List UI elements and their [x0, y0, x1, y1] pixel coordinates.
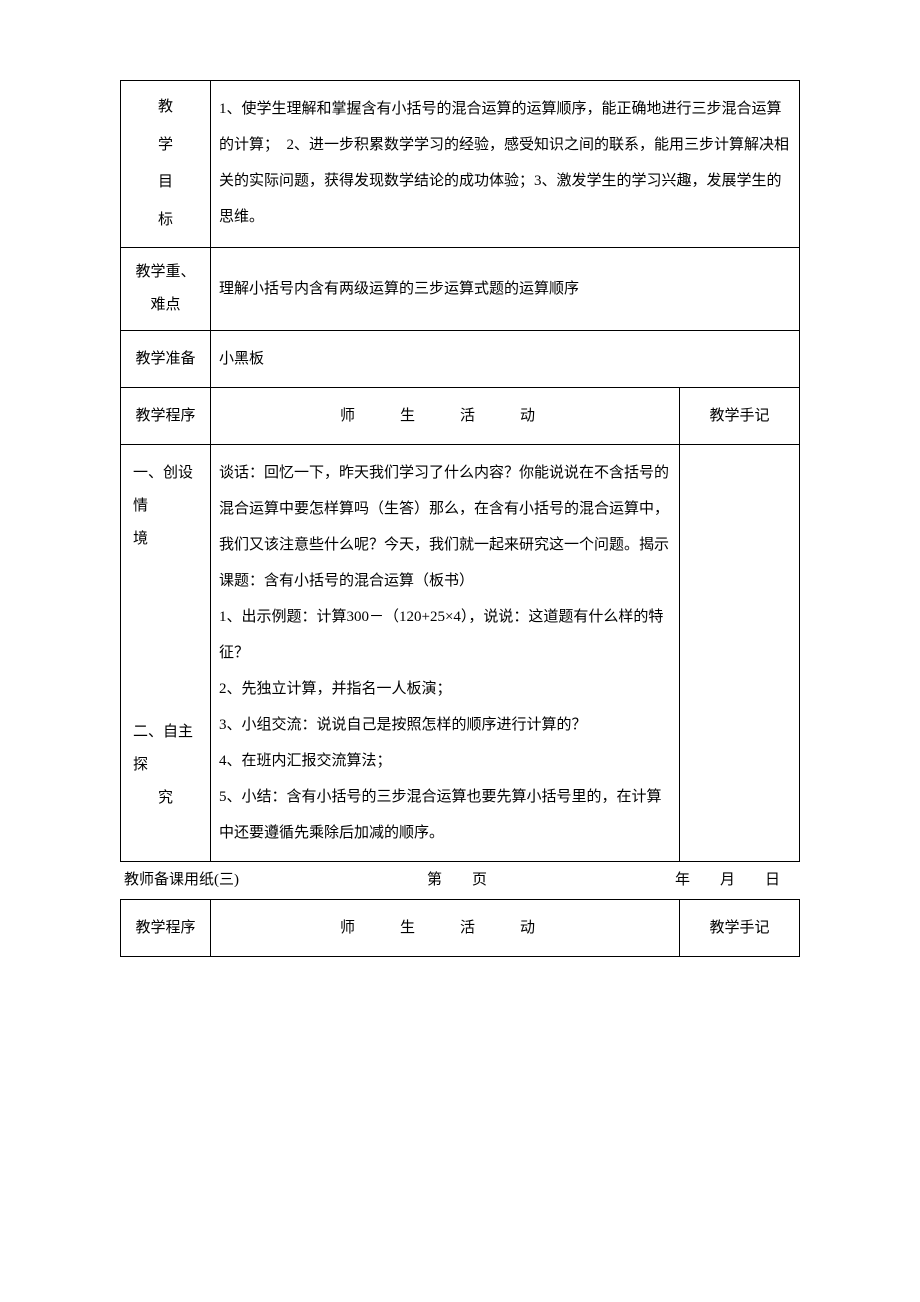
keypoints-row: 教学重、难点 理解小括号内含有两级运算的三步运算式题的运算顺序 — [121, 248, 800, 331]
footer-right: 年 月 日 — [675, 868, 800, 889]
secondary-procedure-label: 教学程序 — [121, 900, 211, 957]
preparation-row: 教学准备 小黑板 — [121, 331, 800, 388]
section1-content: 谈话：回忆一下，昨天我们学习了什么内容？你能说说在不含括号的混合运算中要怎样算吗… — [219, 455, 671, 599]
section2-content-5: 5、小结：含有小括号的三步混合运算也要先算小括号里的，在计算中还要遵循先乘除后加… — [219, 779, 671, 851]
notes-content — [680, 445, 800, 862]
keypoints-label: 教学重、难点 — [121, 248, 211, 331]
page-footer: 教师备课用纸(三) 第 页 年 月 日 — [120, 862, 800, 895]
keypoints-content: 理解小括号内含有两级运算的三步运算式题的运算顺序 — [211, 248, 800, 331]
preparation-content: 小黑板 — [211, 331, 800, 388]
secondary-activity-header: 师 生 活 动 — [211, 900, 680, 957]
section2-content-3: 3、小组交流：说说自己是按照怎样的顺序进行计算的？ — [219, 707, 671, 743]
procedure-label: 教学程序 — [121, 388, 211, 445]
objectives-label: 教学目标 — [121, 81, 211, 248]
section2-content-4: 4、在班内汇报交流算法； — [219, 743, 671, 779]
notes-header: 教学手记 — [680, 388, 800, 445]
procedure-content-row: 一、创设情境 二、自主探究 谈话：回忆一下，昨天我们学习了什么内容？你能说说在不… — [121, 445, 800, 862]
section-labels: 一、创设情境 二、自主探究 — [121, 445, 211, 862]
activity-header: 师 生 活 动 — [211, 388, 680, 445]
procedure-header-row: 教学程序 师 生 活 动 教学手记 — [121, 388, 800, 445]
preparation-label: 教学准备 — [121, 331, 211, 388]
section1-label: 一、创设情境 — [133, 457, 198, 556]
section2-label: 二、自主探究 — [133, 716, 198, 815]
footer-left: 教师备课用纸(三) — [120, 868, 239, 889]
footer-center: 第 页 — [427, 868, 487, 889]
secondary-notes-header: 教学手记 — [680, 900, 800, 957]
lesson-plan-table-main: 教学目标 1、使学生理解和掌握含有小括号的混合运算的运算顺序，能正确地进行三步混… — [120, 80, 800, 862]
objectives-content: 1、使学生理解和掌握含有小括号的混合运算的运算顺序，能正确地进行三步混合运算的计… — [211, 81, 800, 248]
secondary-header-row: 教学程序 师 生 活 动 教学手记 — [121, 900, 800, 957]
procedure-content: 谈话：回忆一下，昨天我们学习了什么内容？你能说说在不含括号的混合运算中要怎样算吗… — [211, 445, 680, 862]
section2-content-1: 1、出示例题：计算300－（120+25×4），说说：这道题有什么样的特征？ — [219, 599, 671, 671]
objectives-row: 教学目标 1、使学生理解和掌握含有小括号的混合运算的运算顺序，能正确地进行三步混… — [121, 81, 800, 248]
lesson-plan-table-secondary: 教学程序 师 生 活 动 教学手记 — [120, 899, 800, 957]
section2-content-2: 2、先独立计算，并指名一人板演； — [219, 671, 671, 707]
